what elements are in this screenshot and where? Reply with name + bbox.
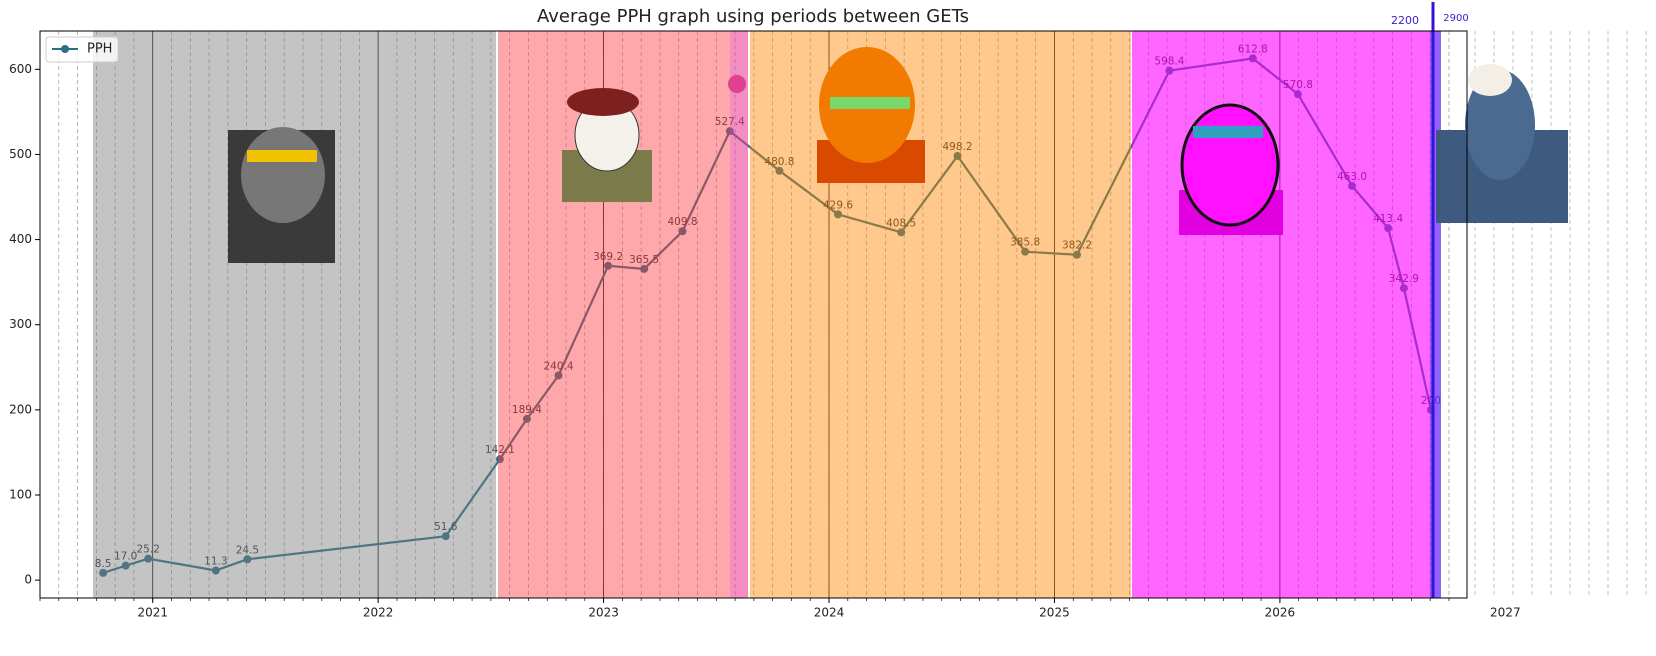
y-tick-label: 400 xyxy=(9,232,32,246)
data-point xyxy=(495,455,504,464)
data-point xyxy=(441,532,450,541)
value-label: 365.5 xyxy=(629,254,659,266)
value-label: 17.0 xyxy=(114,551,137,563)
y-tick-label: 500 xyxy=(9,147,32,161)
legend-marker xyxy=(61,45,69,53)
data-point xyxy=(99,568,108,577)
data-point xyxy=(1021,247,1030,256)
legend-label: PPH xyxy=(87,42,112,57)
image xyxy=(1468,64,1512,96)
image xyxy=(1193,126,1263,138)
value-label: 408.5 xyxy=(886,217,916,229)
period-bands xyxy=(93,2,1441,598)
value-label: 240.4 xyxy=(543,360,573,372)
data-point xyxy=(775,166,784,175)
y-tick-label: 100 xyxy=(9,487,32,501)
decorations xyxy=(228,47,1568,263)
data-point xyxy=(640,264,649,273)
x-tick-label: 2021 xyxy=(137,606,168,620)
data-point xyxy=(554,371,563,380)
value-label: 8.5 xyxy=(95,558,112,570)
value-label: 369.2 xyxy=(593,251,623,263)
x-tick-label: 2023 xyxy=(588,606,619,620)
band-magenta xyxy=(1132,31,1430,598)
value-label: 24.5 xyxy=(236,544,259,556)
image xyxy=(247,150,317,162)
annotation: 2900 xyxy=(1443,13,1468,24)
band-blue xyxy=(1430,31,1441,598)
y-tick-label: 600 xyxy=(9,62,32,76)
image xyxy=(728,75,746,93)
data-point xyxy=(604,261,613,270)
y-tick-label: 300 xyxy=(9,317,32,331)
y-tick-label: 200 xyxy=(9,402,32,416)
data-point xyxy=(1072,250,1081,259)
image xyxy=(830,97,910,109)
data-point xyxy=(121,561,130,570)
data-point xyxy=(897,228,906,237)
x-tick-label: 2026 xyxy=(1265,606,1296,620)
image xyxy=(241,127,325,223)
value-label: 498.2 xyxy=(942,141,972,153)
value-label: 527.4 xyxy=(715,116,745,128)
image xyxy=(1465,70,1535,180)
plot-frame xyxy=(39,30,1468,599)
value-label: 429.6 xyxy=(823,199,853,211)
value-label: 189.4 xyxy=(512,404,542,416)
x-tick-label: 2022 xyxy=(363,606,394,620)
y-tick-label: 0 xyxy=(24,573,32,587)
value-label: 385.8 xyxy=(1010,237,1040,249)
chart-title: Average PPH graph using periods between … xyxy=(537,6,969,27)
data-point xyxy=(144,554,153,563)
annotation: 2200 xyxy=(1391,14,1419,27)
x-tick-label: 2025 xyxy=(1039,606,1070,620)
value-label: 142.1 xyxy=(485,444,515,456)
value-label: 11.3 xyxy=(204,556,227,568)
x-tick-label: 2024 xyxy=(814,606,845,620)
legend: PPH xyxy=(45,36,119,63)
data-point xyxy=(725,127,734,136)
data-point xyxy=(834,210,843,219)
data-point xyxy=(678,227,687,236)
band-orange xyxy=(750,31,1131,598)
value-label: 25.2 xyxy=(137,544,160,556)
data-point xyxy=(522,414,531,423)
value-label: 480.8 xyxy=(764,156,794,168)
band-violet xyxy=(730,31,748,598)
legend-box xyxy=(45,36,119,63)
data-point xyxy=(211,566,220,575)
band-grey xyxy=(93,31,496,598)
image xyxy=(567,88,639,116)
value-label: 409.8 xyxy=(667,216,697,228)
value-label: 382.2 xyxy=(1062,240,1092,252)
data-point xyxy=(243,555,252,564)
image xyxy=(1180,103,1280,227)
data-point xyxy=(953,151,962,160)
x-tick-label: 2027 xyxy=(1490,606,1521,620)
value-label: 51.6 xyxy=(434,521,458,533)
